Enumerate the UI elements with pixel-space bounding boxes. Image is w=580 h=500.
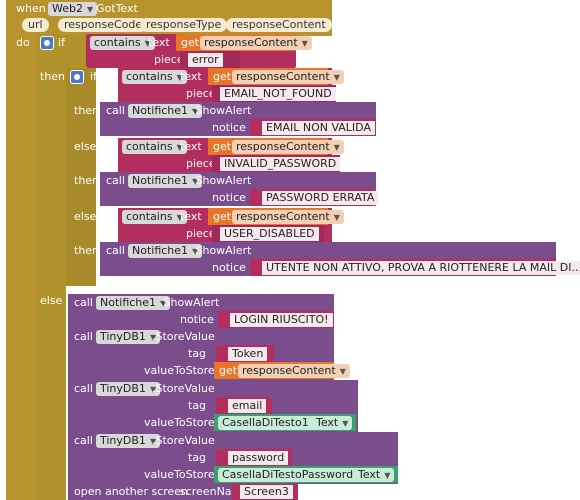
branch1-piece-label: piece [186,87,216,100]
store3-tinydb-dropdown[interactable]: TinyDB1 ▼ [96,434,161,448]
branch2-notice-value[interactable]: PASSWORD ERRATA [262,191,379,205]
branch2-notice-label: notice [212,191,246,204]
branch1-notice-label: notice [212,121,246,134]
mutator-gear-icon[interactable] [40,36,54,50]
store2-component-dropdown[interactable]: CasellaDiTesto1▼ [218,416,323,430]
branch2-contains-dropdown[interactable]: contains ▼ [122,140,187,154]
param-response-type[interactable]: responseType [140,18,228,32]
store1-get-keyword: get [219,364,238,377]
branch3-piece-label: piece [186,227,216,240]
branch1-piece-value[interactable]: EMAIL_NOT_FOUND [220,87,336,101]
when-keyword: when [16,2,46,15]
branch3-contains-dropdown[interactable]: contains ▼ [122,210,187,224]
branch1-get-keyword: get [213,70,232,83]
store1-tinydb-dropdown[interactable]: TinyDB1 ▼ [96,330,161,344]
param-response-code[interactable]: responseCode [58,18,149,32]
event-inner-rail [6,36,36,500]
branch3-get-keyword: get [213,210,232,223]
branch3-then-keyword: then [74,244,100,257]
branch1-then-keyword: then [74,104,100,117]
branch1-call-keyword: call [106,104,125,117]
branch1-component-dropdown[interactable]: Notifiche1 ▼ [128,104,203,118]
open-screen-keyword: open another screen [74,485,189,498]
param-response-content[interactable]: responseContent [226,18,332,32]
outer-get-var-dropdown[interactable]: responseContent ▼ [200,36,312,50]
store3-value-label: valueToStore [144,468,215,481]
store2-method: .StoreValue [152,382,215,395]
do-keyword: do [16,36,30,49]
branch3-get-var-dropdown[interactable]: responseContent ▼ [232,210,344,224]
branch3-method: .ShowAlert [192,244,252,257]
else-call-keyword: call [74,296,93,309]
store2-value-label: valueToStore [144,416,215,429]
branch2-then-keyword: then [74,174,100,187]
branch1-method: .ShowAlert [192,104,252,117]
outer-else-keyword: else [40,294,63,307]
branch3-call-keyword: call [106,244,125,257]
else-notice-value[interactable]: LOGIN RIUSCITO! [230,313,333,327]
event-component-dropdown[interactable]: Web2 ▼ [48,2,98,16]
event-handler-name: GotText [96,2,138,15]
store3-component-dropdown[interactable]: CasellaDiTestoPassword1▼ [218,468,375,482]
inner-mutator-gear-icon[interactable] [70,70,84,84]
branch1-text-label: text [180,70,202,83]
branch3-component-dropdown[interactable]: Notifiche1 ▼ [128,244,203,258]
branch2-method: .ShowAlert [192,174,252,187]
else-notice-label: notice [180,313,214,326]
branch2-get-var-dropdown[interactable]: responseContent ▼ [232,140,344,154]
outer-contains-dropdown[interactable]: contains ▼ [90,36,155,50]
store3-tag-label: tag [188,451,207,464]
store2-tinydb-dropdown[interactable]: TinyDB1 ▼ [96,382,161,396]
branch1-notice-value[interactable]: EMAIL NON VALIDA [262,121,375,135]
branch2-text-label: text [180,140,202,153]
inner-if-keyword: if [90,70,97,83]
store2-tag-label: tag [188,399,207,412]
store1-tag-value[interactable]: Token [228,347,268,361]
branch3-notice-value[interactable]: UTENTE NON ATTIVO, PROVA A RIOTTENERE LA… [262,261,580,275]
inner-if-block[interactable] [66,68,96,286]
store3-tag-value[interactable]: password [228,451,289,465]
outer-piece-value[interactable]: error [188,53,223,67]
screen-name-value[interactable]: Screen3 [240,485,293,499]
branch2-component-dropdown[interactable]: Notifiche1 ▼ [128,174,203,188]
store1-value-label: valueToStore [144,364,215,377]
branch3-notice-label: notice [212,261,246,274]
else-notifiche-dropdown[interactable]: Notifiche1 ▼ [96,296,171,310]
branch2-piece-value[interactable]: INVALID_PASSWORD [220,157,341,171]
outer-then-keyword: then [40,70,66,83]
store3-property-dropdown[interactable]: Text ▼ [354,468,395,482]
store2-tag-value[interactable]: email [228,399,267,413]
param-url[interactable]: url [22,18,49,32]
branch2-elseif-keyword: else if [74,140,107,153]
branch3-text-label: text [180,210,202,223]
outer-piece-label: piece [154,53,184,66]
branch3-piece-value[interactable]: USER_DISABLED [220,227,319,241]
branch2-call-keyword: call [106,174,125,187]
store1-tag-label: tag [188,347,207,360]
outer-if-rail [36,34,66,500]
outer-get-keyword: get [181,36,200,49]
store3-method: .StoreValue [152,434,215,447]
branch3-elseif-keyword: else if [74,210,107,223]
store3-call-keyword: call [74,434,93,447]
else-showalert-method: .ShowAlert [160,296,220,309]
store1-method: .StoreValue [152,330,215,343]
store1-var-dropdown[interactable]: responseContent ▼ [238,364,350,378]
branch1-get-var-dropdown[interactable]: responseContent ▼ [232,70,344,84]
store2-property-dropdown[interactable]: Text ▼ [312,416,353,430]
outer-if-keyword: if [58,36,65,49]
outer-text-label: text [148,36,170,49]
store1-call-keyword: call [74,330,93,343]
branch2-piece-label: piece [186,157,216,170]
screen-name-label: screenName [180,485,250,498]
branch2-get-keyword: get [213,140,232,153]
inner-if-bottom [66,278,78,286]
branch1-contains-dropdown[interactable]: contains ▼ [122,70,187,84]
store2-call-keyword: call [74,382,93,395]
